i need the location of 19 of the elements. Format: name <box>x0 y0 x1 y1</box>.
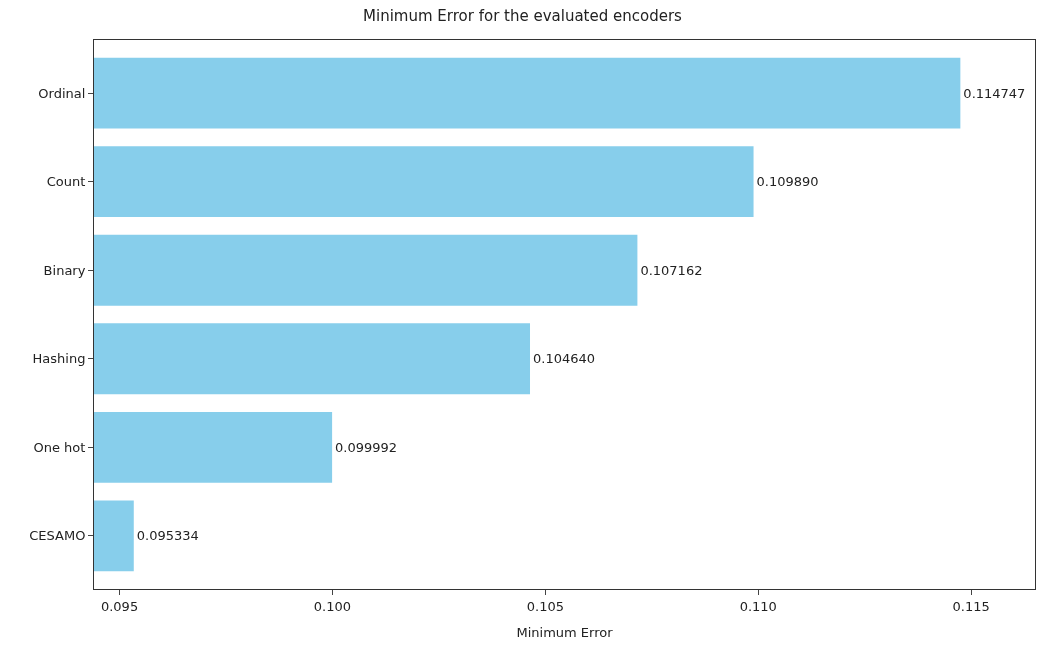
y-tick-label: Ordinal <box>38 85 86 101</box>
data-label: 0.095334 <box>136 528 199 544</box>
y-tick-label: CESAMO <box>29 528 86 544</box>
x-tick-label: 0.100 <box>313 598 352 614</box>
x-tick-label: 0.115 <box>952 598 990 614</box>
x-tick-label: 0.095 <box>100 598 139 614</box>
chart-title: Minimum Error for the evaluated encoders <box>363 6 683 25</box>
x-tick-label: 0.105 <box>526 598 564 614</box>
y-tick-label: Count <box>46 174 86 190</box>
data-label: 0.099992 <box>335 439 398 455</box>
data-label: 0.104640 <box>533 351 596 367</box>
y-tick-label: Hashing <box>32 351 86 367</box>
data-label: 0.107162 <box>640 262 703 278</box>
x-axis-title: Minimum Error <box>516 625 614 641</box>
x-tick-label: 0.110 <box>739 598 777 614</box>
y-tick-label: One hot <box>33 439 86 455</box>
data-label: 0.114747 <box>963 85 1026 101</box>
data-label: 0.109890 <box>756 174 819 190</box>
y-tick-label: Binary <box>43 262 86 278</box>
